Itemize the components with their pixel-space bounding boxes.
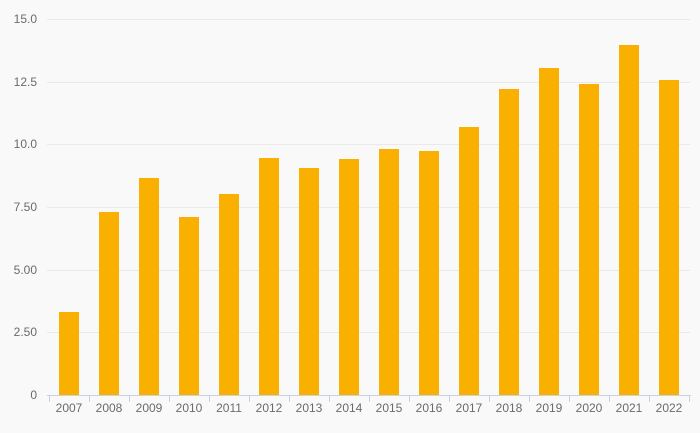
bar-2009[interactable] [139,178,159,395]
x-axis-tick [409,395,410,402]
bar-2016[interactable] [419,150,439,395]
x-axis-tick [89,395,90,402]
bar-2018[interactable] [499,89,519,395]
y-axis-tick-label: 10.0 [13,137,37,152]
bar-2013[interactable] [299,168,319,395]
gridline [47,19,690,20]
y-axis-tick-label: 2.50 [13,325,37,340]
x-axis-tick [489,395,490,402]
x-axis-tick [449,395,450,402]
bar-2011[interactable] [219,194,239,395]
y-axis-tick-label: 7.50 [13,200,37,214]
gridline [47,207,690,208]
x-axis-label-2011: 2011 [216,401,242,415]
bar-2019[interactable] [539,67,559,395]
plot-area [47,19,690,395]
x-axis-tick [49,395,50,402]
x-axis-label-2012: 2012 [255,401,283,415]
x-axis-label-2007: 2007 [55,401,83,415]
y-axis-tick-label: 5.00 [13,262,37,277]
bar-2017[interactable] [459,126,479,395]
x-axis-tick [329,395,330,402]
gridline [47,269,690,271]
x-axis-tick [209,395,210,402]
x-axis-label-2018: 2018 [495,401,523,415]
x-axis-label-2009: 2009 [135,401,163,415]
bar-2010[interactable] [179,217,199,395]
bar-2008[interactable] [99,212,119,395]
x-axis-label-2021: 2021 [615,401,643,415]
x-axis-label-2014: 2014 [335,401,363,415]
x-axis-label-2008: 2008 [95,401,123,415]
bar-2015[interactable] [379,149,399,395]
y-axis-tick-label: 15.0 [13,12,37,26]
x-axis-label-2013: 2013 [295,401,323,415]
x-axis-tick [569,395,570,402]
x-axis-tick [649,395,650,402]
x-axis-label-2019: 2019 [535,401,563,415]
gridline [47,332,690,334]
x-axis-tick [609,395,610,402]
x-axis-tick [129,395,130,402]
x-axis-label-2015: 2015 [375,401,403,415]
x-axis-tick [369,395,370,402]
x-axis-tick [529,395,530,402]
bar-2007[interactable] [59,312,79,395]
gridline [47,144,690,146]
gridline [47,81,690,83]
bar-2021[interactable] [619,45,639,395]
x-axis-tick [689,395,690,402]
x-axis-label-2016: 2016 [415,401,443,415]
x-axis-label-2020: 2020 [575,401,603,415]
x-axis-tick [289,395,290,402]
bar-2012[interactable] [259,158,279,395]
y-axis-labels: 0 2.50 5.00 7.50 10.0 12.5 15.0 [0,0,37,433]
x-axis-label-2022: 2022 [655,401,683,415]
bar-2020[interactable] [579,84,599,395]
x-axis-label-2017: 2017 [455,401,483,415]
bar-2022[interactable] [659,80,679,395]
y-axis-tick-label: 0 [30,388,37,402]
x-axis-tick [249,395,250,402]
bar-2014[interactable] [339,159,359,395]
x-axis-tick [169,395,170,402]
y-axis-tick-label: 12.5 [13,74,37,89]
x-axis-label-2010: 2010 [175,401,203,415]
